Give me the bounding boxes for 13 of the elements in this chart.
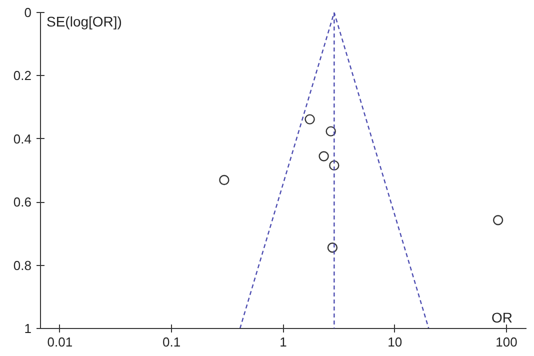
y-tick-label: 1 <box>24 321 32 336</box>
x-tick-label: 1 <box>280 334 287 350</box>
x-tick-label: 0.01 <box>47 334 73 350</box>
y-axis-title: SE(log[OR]) <box>46 14 122 30</box>
y-tick-label: 0 <box>24 5 32 20</box>
y-tick-label: 0.6 <box>13 194 32 210</box>
x-tick-label: 100 <box>496 334 518 350</box>
x-axis-title: OR <box>492 310 512 326</box>
x-tick-label: 0.1 <box>162 334 181 350</box>
y-tick-label: 0.2 <box>13 68 32 84</box>
y-tick-label: 0.8 <box>13 258 32 273</box>
y-tick-label: 0.4 <box>13 131 32 146</box>
x-tick-label: 10 <box>388 334 402 350</box>
